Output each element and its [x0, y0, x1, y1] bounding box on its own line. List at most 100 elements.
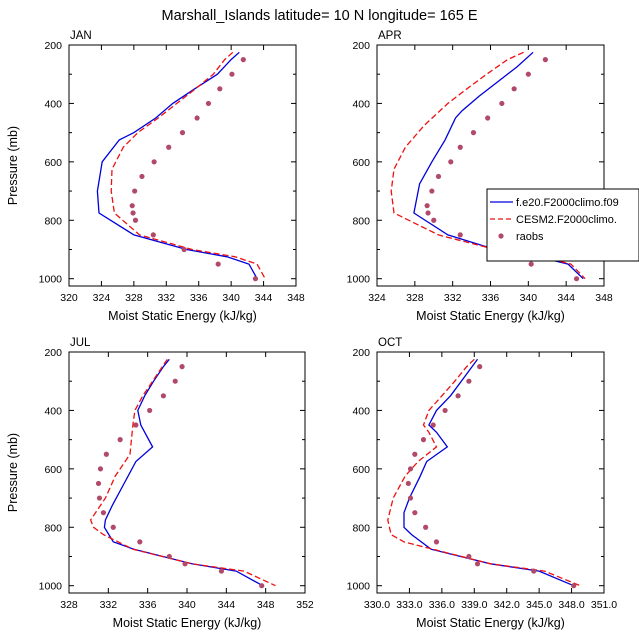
raobs-point [160, 393, 166, 399]
f-e20-line [96, 51, 258, 280]
x-tick-label: 344 [255, 292, 273, 304]
raobs-point [470, 130, 477, 136]
raobs-point [457, 144, 463, 150]
raobs-point [129, 203, 135, 209]
legend-marker [498, 233, 504, 239]
raobs-point [511, 86, 517, 92]
raobs-point [542, 57, 548, 63]
raobs-point [194, 115, 200, 121]
raobs-point [571, 583, 577, 589]
x-tick-label: 320 [60, 292, 78, 304]
raobs-point [181, 246, 187, 253]
x-tick-label: 340 [222, 292, 240, 304]
raobs-point [132, 217, 139, 223]
raobs-point [448, 159, 454, 165]
raobs-point [477, 364, 483, 370]
cesm2-line [387, 358, 581, 587]
x-tick-label: 328 [125, 292, 143, 304]
raobs-point [252, 276, 259, 282]
raobs-point [205, 100, 212, 107]
raobs-point [433, 539, 440, 545]
raobs-point [528, 261, 534, 267]
raobs-point [466, 553, 472, 560]
raobs-point [430, 422, 436, 428]
raobs-point [217, 86, 223, 92]
raobs-point [455, 393, 461, 399]
y-tick-label: 400 [352, 98, 370, 110]
y-tick-label: 200 [44, 40, 62, 52]
raobs-point [132, 188, 138, 194]
raobs-point [96, 495, 103, 501]
x-tick-label: 345.0 [526, 599, 552, 611]
x-tick-label: 352 [296, 599, 314, 611]
raobs-point [97, 466, 104, 472]
raobs-point [166, 144, 172, 150]
y-tick-label: 600 [44, 464, 62, 476]
raobs-point [466, 378, 472, 384]
raobs-point [147, 407, 153, 414]
x-tick-label: 324 [93, 292, 111, 304]
raobs-point [405, 480, 411, 487]
raobs-point [133, 422, 139, 428]
x-tick-label: 336 [139, 599, 157, 611]
x-tick-label: 328 [406, 292, 424, 304]
panel-jul: JUL 328 332 336 340 344 348 352 200 400 600 800 1000… [6, 337, 314, 630]
raobs-point [525, 71, 531, 77]
x-tick-label: 348.0 [558, 599, 584, 611]
cesm2-line [110, 51, 266, 280]
raobs-point [150, 232, 156, 238]
panel-label: APR [378, 30, 402, 42]
raobs-point [130, 210, 136, 216]
y-tick-label: 1000 [347, 581, 371, 593]
x-tick-label: 332 [158, 292, 176, 304]
x-tick-label: 324 [368, 292, 386, 304]
raobs-point [218, 568, 225, 574]
y-tick-label: 1000 [347, 274, 371, 286]
y-tick-label: 200 [352, 40, 370, 52]
x-tick-label: 344 [557, 292, 575, 304]
y-tick-label: 400 [44, 405, 62, 417]
panel-apr: APR 324 328 332 336 340 344 348 200 400 600 800 1000… [347, 30, 613, 323]
raobs-point [499, 100, 505, 107]
raobs-point [103, 451, 109, 457]
raobs-point [179, 130, 186, 136]
raobs-point [424, 203, 430, 209]
x-tick-label: 348 [257, 599, 275, 611]
y-tick-label: 600 [352, 157, 370, 169]
raobs-point [442, 407, 448, 414]
legend-label: CESM2.F2000climo. [516, 214, 617, 226]
y-tick-label: 1000 [39, 274, 63, 286]
raobs-point [474, 561, 481, 567]
x-tick-label: 330.0 [364, 599, 390, 611]
y-tick-label: 600 [352, 464, 370, 476]
x-axis-title: Moist Static Energy (kJ/kg) [108, 309, 257, 323]
raobs-point [425, 210, 431, 216]
raobs-point [182, 561, 188, 567]
x-tick-label: 339.0 [461, 599, 487, 611]
y-tick-label: 200 [44, 347, 62, 359]
raobs-point [412, 510, 418, 516]
legend-label: f.e20.F2000climo.f09 [516, 197, 619, 209]
raobs-point [259, 583, 265, 589]
panel-label: JAN [70, 30, 92, 42]
raobs-point [95, 480, 102, 487]
x-tick-label: 344 [218, 599, 236, 611]
raobs-point [412, 451, 418, 457]
plot-frame [68, 351, 306, 594]
legend-label: raobs [516, 231, 544, 243]
legend-box [486, 188, 639, 262]
y-tick-label: 600 [44, 157, 62, 169]
raobs-point [117, 437, 123, 443]
cesm2-line [89, 358, 276, 587]
raobs-point [137, 539, 143, 545]
raobs-point [240, 57, 246, 63]
y-tick-label: 400 [352, 405, 370, 417]
panel-jan: JAN 320 324 328 332 336 340 344 348 200 400 600 800 1… [6, 30, 305, 323]
panel-oct: OCT 330.0 333.0 336.0 339.0 342.0 345.0 348.0 35… [347, 337, 618, 630]
x-tick-label: 336.0 [429, 599, 455, 611]
plot-frame [376, 351, 605, 594]
raobs-point [179, 364, 185, 370]
panels: JAN 320 324 328 332 336 340 344 348 200 400 600 800 1… [6, 30, 617, 630]
raobs-point [229, 71, 235, 77]
y-tick-label: 800 [352, 215, 370, 227]
